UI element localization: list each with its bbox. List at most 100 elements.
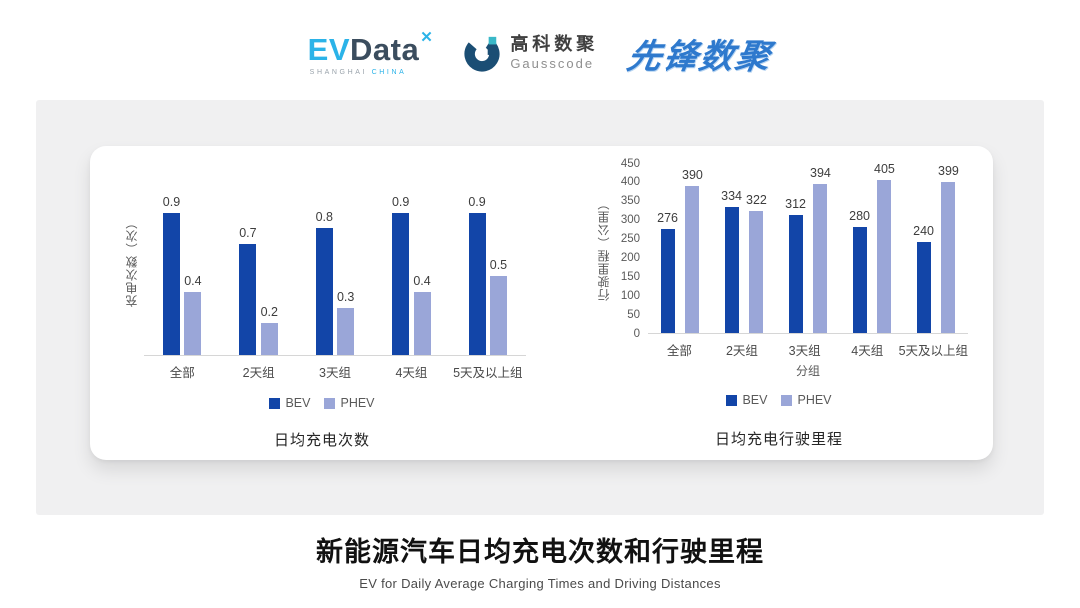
y-tick-label: 300 [620,214,640,227]
value-label: 0.9 [391,194,410,209]
category-label: 4天组 [851,344,884,358]
bev-bar [852,227,867,333]
y-tick-label: 150 [620,270,640,283]
value-label: 405 [874,162,895,176]
gausscode-g-icon [464,36,500,72]
phev-barwrap: 399 [938,164,959,333]
evdata-logo: EVData✕ SHANGHAI CHINA [308,30,434,76]
phev-barwrap: 0.2 [261,305,278,355]
phev-barwrap: 394 [810,166,831,333]
evdata-data-text: Data [350,32,420,67]
y-tick-label: 450 [620,157,640,170]
bev-bar [916,242,931,333]
y-tick-label: 100 [620,289,640,302]
phev-bar [184,291,202,355]
bev-barwrap: 0.9 [391,194,410,355]
phev-bar [489,275,507,355]
y-tick-label: 250 [620,233,640,246]
charts-card: 充电次数（次） 0.9 0.4 0.7 0.2 0.8 0.3 0.9 0.4 0.9 0.5 全… [90,146,993,460]
gausscode-en-text: Gausscode [510,55,595,71]
category-label: 4天组 [395,366,428,380]
chart-caption: 日均充电次数 [273,432,370,449]
evdata-tagline: SHANGHAI CHINA [308,69,434,76]
legend-swatch [269,397,281,409]
gausscode-wordmark: 高科数聚 Gausscode [510,34,599,71]
bar-group: 334 322 [721,189,767,333]
phev-bar [260,323,278,355]
plot-area: 276 390 334 322 312 394 280 405 240 399 [648,162,968,334]
phev-barwrap: 0.3 [336,289,355,355]
y-axis-label: 行驶里程（公里） [596,197,611,301]
value-label: 0.5 [489,257,508,272]
legend: BEV PHEV [590,393,968,407]
x-axis-categories: 全部 2天组 3天组 4天组 5天及以上组 [144,362,526,381]
value-label: 322 [746,193,767,208]
category-label: 3天组 [788,344,821,358]
bev-bar [315,228,333,355]
charts-panel: 充电次数（次） 0.9 0.4 0.7 0.2 0.8 0.3 0.9 0.4 0.9 0.5 全… [36,100,1044,515]
gausscode-logo: 高科数聚 Gausscode [463,34,598,72]
phev-barwrap: 322 [746,193,767,333]
bar-group: 312 394 [785,166,831,333]
x-axis-categories: 全部 2天组 3天组 4天组 5天及以上组 [648,340,968,359]
bar-group: 0.9 0.4 [162,194,202,355]
legend-label: PHEV [797,393,832,407]
evdata-star-icon: ✕ [420,29,434,46]
footer: 新能源汽车日均充电次数和行驶里程 EV for Daily Average Ch… [0,530,1080,591]
value-label: 399 [938,164,959,179]
value-label: 240 [913,224,934,239]
value-label: 0.2 [260,305,278,320]
bev-bar [788,215,803,333]
bev-barwrap: 0.9 [162,194,181,355]
value-label: 390 [682,167,703,182]
page-title: 新能源汽车日均充电次数和行驶里程 [316,537,764,567]
y-tick-label: 200 [620,251,640,264]
bev-barwrap: 0.8 [316,210,333,355]
phev-barwrap: 0.4 [413,274,431,355]
legend-item-bev: BEV [726,393,767,407]
value-label: 280 [849,209,870,224]
evdata-ev-text: EV [307,32,351,67]
plot-area: 0.9 0.4 0.7 0.2 0.8 0.3 0.9 0.4 0.9 0.5 [144,166,526,356]
bev-barwrap: 280 [849,209,870,333]
phev-barwrap: 405 [874,162,895,333]
bar-group: 0.7 0.2 [239,226,278,355]
category-label: 2天组 [242,366,275,380]
value-label: 0.7 [239,226,257,241]
category-label: 全部 [666,344,692,358]
bev-barwrap: 240 [913,224,934,333]
chart-daily-charging-times: 充电次数（次） 0.9 0.4 0.7 0.2 0.8 0.3 0.9 0.4 0.9 0.5 全… [118,166,526,450]
value-label: 0.3 [336,289,355,304]
legend-swatch [726,394,738,406]
y-tick-label: 0 [633,327,640,340]
xianfeng-logo: 先锋数聚 [624,37,776,76]
legend-item-phev: PHEV [324,396,375,410]
bev-bar [162,212,180,355]
phev-bar [685,185,700,333]
phev-bar [337,307,355,355]
bev-barwrap: 312 [785,197,806,333]
bar-group: 0.9 0.4 [391,194,431,355]
y-tick-label: 50 [627,308,640,321]
legend-label: BEV [742,393,768,407]
chart-daily-driving-distance: 行驶里程（公里） 0 50 100 150 200 250 300 350 400 450 276… [590,158,969,449]
bar-group: 276 390 [657,168,703,333]
bar-group: 0.9 0.5 [468,195,508,355]
gausscode-cn-text: 高科数聚 [510,34,599,55]
legend-item-phev: PHEV [781,393,832,407]
value-label: 0.9 [162,194,181,209]
y-axis-ticks: 0 50 100 150 200 250 300 350 400 450 [616,158,648,339]
y-axis-label: 充电次数（次） [124,215,139,307]
y-tick-label: 350 [620,195,640,208]
chart-caption: 日均充电行驶里程 [714,431,843,448]
category-label: 全部 [169,366,195,380]
legend-swatch [781,394,793,406]
category-label: 5天及以上组 [453,366,523,380]
page-subtitle: EV for Daily Average Charging Times and … [359,576,721,591]
logo-header: EVData✕ SHANGHAI CHINA 高科数聚 Gausscode 先锋… [0,22,1080,84]
evdata-china-text: CHINA [371,69,407,76]
phev-bar [413,291,431,355]
bev-bar [468,212,486,355]
phev-bar [941,182,956,333]
bar-group: 0.8 0.3 [316,210,355,355]
